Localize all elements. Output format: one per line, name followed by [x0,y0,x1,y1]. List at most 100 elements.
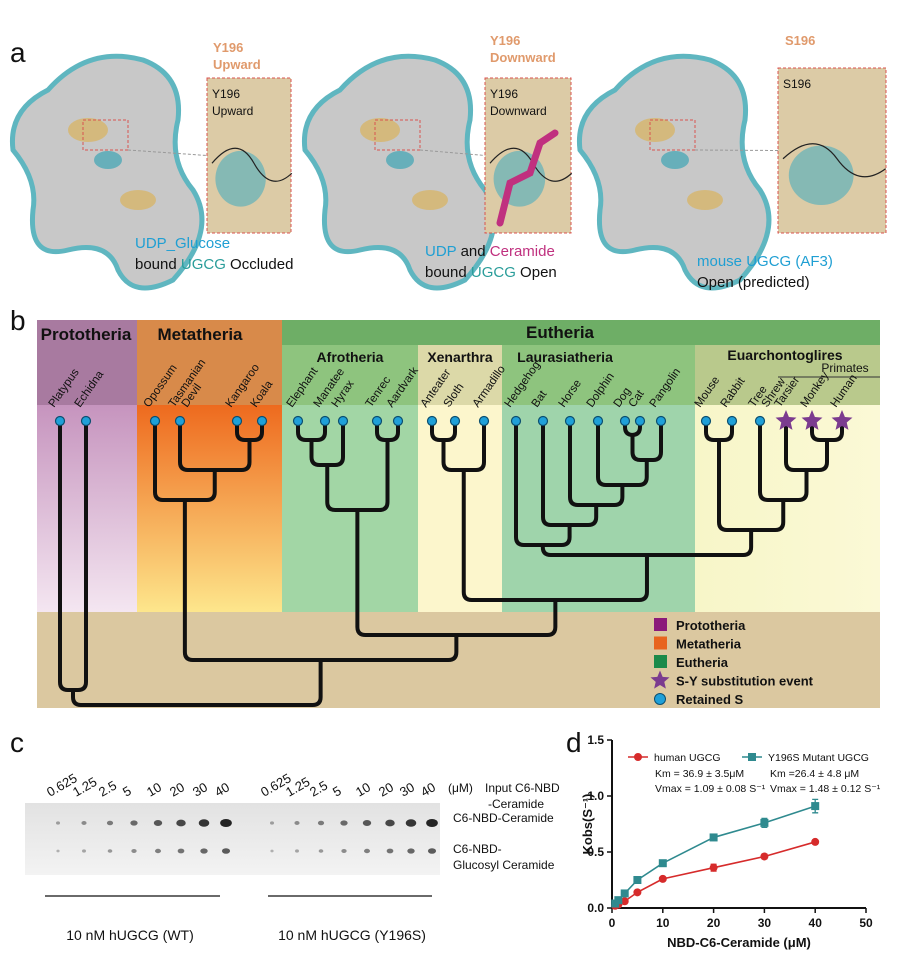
clade-label: Euarchontoglires [727,347,842,363]
band-label: Glucosyl Ceramide [453,858,555,872]
caption: UDP_Glucose [135,235,230,252]
concentration-label: 20 [376,779,396,799]
retained-marker [174,415,186,427]
gel-spot [56,821,60,825]
fit-annotation: Vmax = 1.48 ± 0.12 S⁻¹ [770,783,881,795]
point [709,863,718,872]
gel-spot [220,818,232,828]
legend-label: Retained S [676,692,744,707]
caption-part: UDP_Glucose [135,235,230,252]
legend-swatch [654,636,667,650]
fit-annotation: Km =26.4 ± 4.8 μM [770,768,859,780]
branch [71,660,323,707]
inset-trace [211,147,293,182]
x-axis-label: NBD-C6-Ceramide (μM) [667,935,811,950]
concentration-label: 5 [120,783,134,800]
protein-surface [301,53,497,291]
surface-patch [94,151,122,169]
retained-marker [54,415,66,427]
caption-part: Open (predicted) [697,274,810,291]
gel-spot [153,820,163,826]
concentration-label: 40 [212,779,232,799]
point [811,837,820,846]
protein-surface [576,53,772,291]
region [502,345,695,405]
region [418,405,502,612]
retained-marker [700,415,712,427]
caption: Open (predicted) [697,274,810,291]
concentration-label: 5 [330,783,344,800]
legend-label: Eutheria [676,655,729,670]
concentration-label: 30 [397,779,417,799]
retained-marker [537,415,549,427]
surface-patch [635,118,675,142]
retained-marker [256,415,268,427]
concentration-label: 2.5 [307,778,330,800]
x-tick-label: 20 [707,916,721,930]
gel-spot [295,849,299,853]
retained-marker [426,415,438,427]
clade-label: Laurasiatheria [517,349,613,365]
lane-caption: 10 nM hUGCG (Y196S) [278,927,426,943]
gel-spot [82,849,86,853]
retained-marker [510,415,522,427]
retained-marker [726,415,738,427]
point [620,889,629,898]
gel-spot [221,848,231,854]
gel-spot [106,820,114,826]
residue-label: Upward [213,57,261,72]
retained-marker [149,415,161,427]
clade-label: Afrotheria [317,349,384,365]
retained-marker [634,415,646,427]
band-label: C6-NBD-Ceramide [453,811,554,825]
retained-marker [619,415,631,427]
legend-label: Metatheria [676,637,742,652]
point [620,897,629,906]
x-tick-label: 0 [609,916,616,930]
gel-spot [317,820,325,826]
inset-trace [782,143,886,178]
legend-swatch [650,670,670,689]
retained-marker [337,415,349,427]
y-tick-label: 0.0 [587,901,604,915]
inset-label: Y196 [490,87,518,101]
clade-label: Eutheria [526,323,595,342]
gel-spot [362,820,372,826]
substitution-marker [831,410,853,430]
region [37,612,880,708]
fit-annotation: Km = 36.9 ± 3.5μM [655,768,744,780]
caption-part: bound [135,256,181,273]
concentration-label: 2.5 [96,778,119,800]
clade-label: Metatheria [157,325,243,344]
retained-marker [592,415,604,427]
gel-spot [364,848,370,854]
point [748,753,756,761]
gel [25,803,440,875]
gel-spot [270,821,274,825]
gel-spot [131,849,137,853]
legend-swatch [654,655,667,668]
retained-marker [371,415,383,427]
residue-label: Downward [490,50,556,65]
retained-marker [754,415,766,427]
gel-spot [407,848,415,854]
point [658,874,667,883]
point [633,876,642,884]
concentration-label: 30 [190,779,210,799]
caption-part: Ceramide [490,243,555,260]
legend-label: Y196S Mutant UGCG [768,752,869,764]
legend-label: human UGCG [654,752,721,764]
caption: bound UGCG Occluded [135,256,293,273]
point [709,833,718,842]
legend-label: S-Y substitution event [676,674,814,689]
gel-spot [155,848,161,854]
panel-label: a [10,37,26,68]
point [658,859,667,868]
surface-patch [360,118,400,142]
unit-label: (μM) [448,781,473,795]
caption-part: Occluded [226,256,294,273]
point [760,818,769,827]
gel-spot [107,849,113,853]
clade-label: Xenarthra [427,349,493,365]
